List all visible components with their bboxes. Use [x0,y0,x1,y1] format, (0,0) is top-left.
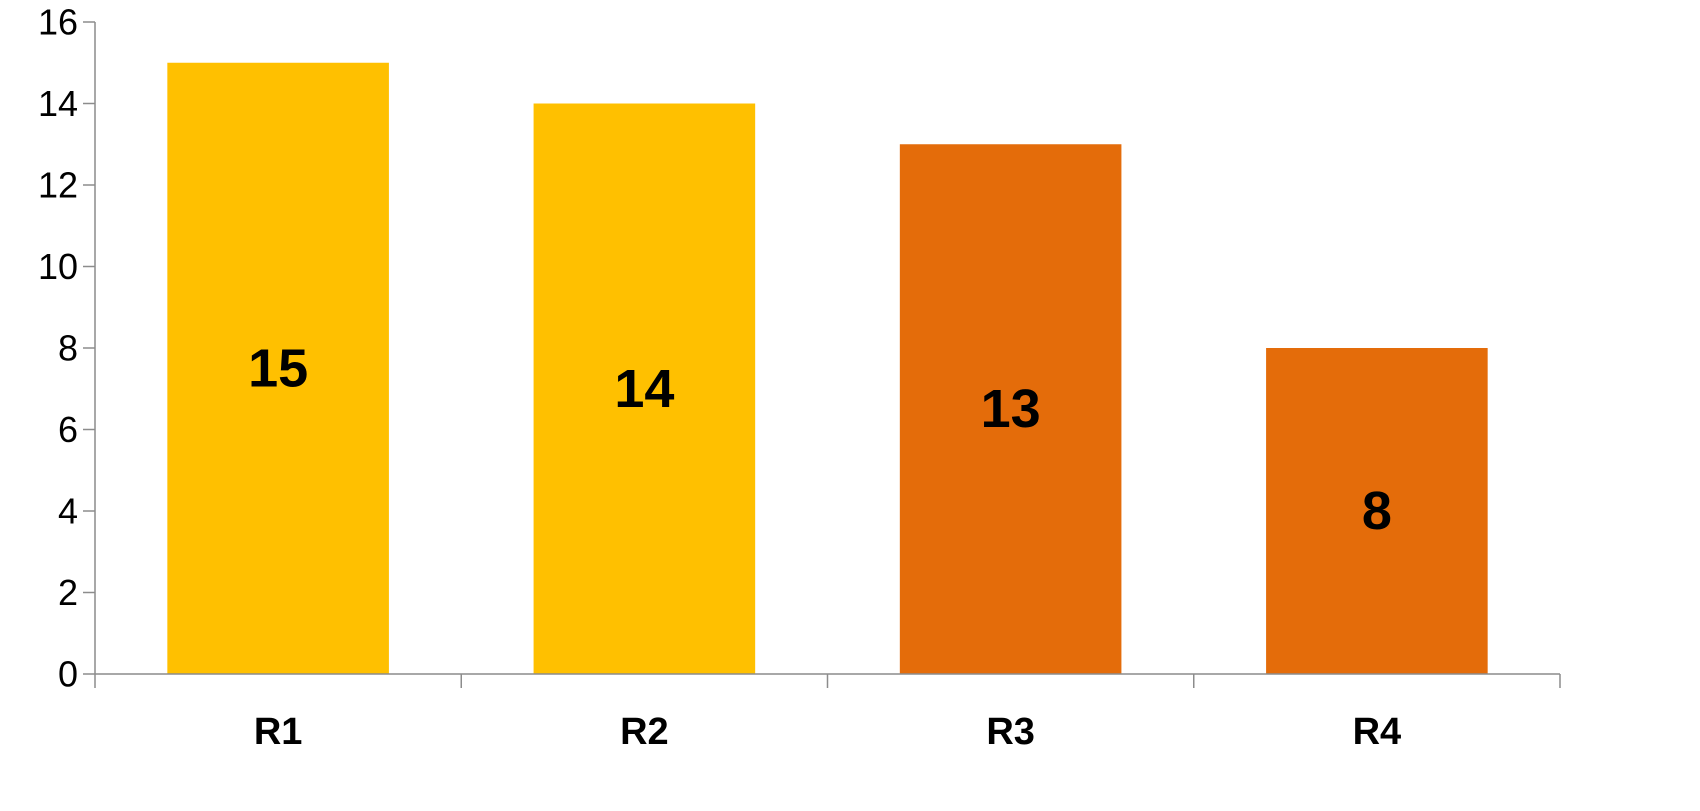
y-tick-label: 2 [58,572,78,613]
data-label-r4: 8 [1362,481,1392,541]
y-tick-label: 10 [38,246,78,287]
y-tick-label: 0 [58,654,78,695]
x-category-label: R3 [986,711,1035,753]
x-category-label: R1 [254,711,303,753]
x-category-label: R4 [1353,711,1402,753]
bar-r4 [1266,348,1488,674]
y-axis-ticks: 0 2 4 6 8 10 12 14 16 [38,2,95,695]
x-category-label: R2 [620,711,669,753]
y-tick-label: 12 [38,165,78,206]
data-label-r1: 15 [248,338,308,398]
x-axis-ticks: R1 R2 R3 R4 [94,674,1561,753]
data-label-r3: 13 [981,379,1041,439]
y-tick-label: 6 [58,409,78,450]
data-label-r2: 14 [614,359,674,419]
data-labels: 15 14 13 8 [248,338,1392,541]
bars [167,62,1488,674]
y-tick-label: 16 [38,2,78,43]
bar-r2 [533,103,756,674]
y-tick-label: 14 [38,83,78,124]
bar-r1 [167,62,389,674]
bar-r3 [899,144,1122,674]
y-tick-label: 8 [58,328,78,369]
y-tick-label: 4 [58,491,78,532]
